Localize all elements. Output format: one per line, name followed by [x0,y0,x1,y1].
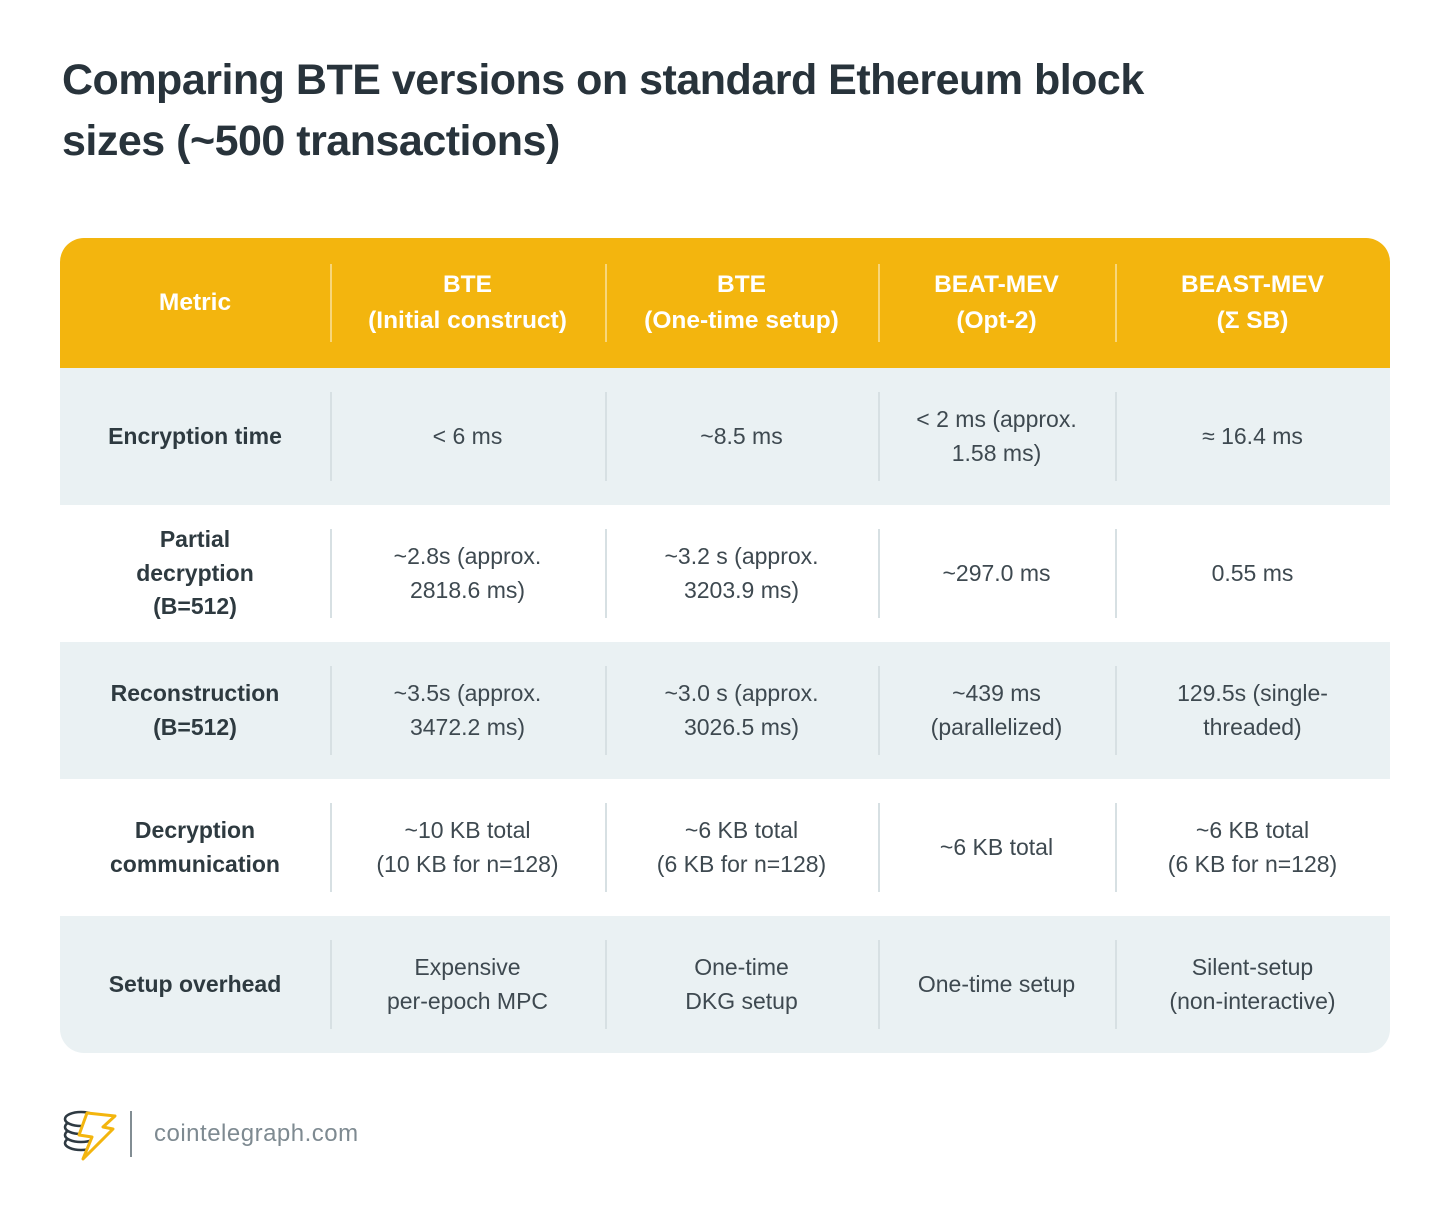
value-cell: 0.55 ms [1115,505,1390,642]
value-cell: 129.5s (single- threaded) [1115,642,1390,779]
table-row-partial-decryption: Partial decryption (B=512) ~2.8s (approx… [60,505,1390,642]
value-cell: One-time DKG setup [605,916,878,1053]
value-cell: ~297.0 ms [878,505,1115,642]
value-cell: ~3.2 s (approx. 3203.9 ms) [605,505,878,642]
metric-cell: Decryption communication [110,817,280,877]
metric-cell: Reconstruction (B=512) [110,680,280,740]
value-cell: Expensive per-epoch MPC [330,916,605,1053]
table-row-encryption-time: Encryption time < 6 ms ~8.5 ms < 2 ms (a… [60,368,1390,505]
value-cell: ~6 KB total (6 KB for n=128) [605,779,878,916]
comparison-table: Metric BTE (Initial construct) BTE (One-… [60,238,1390,1053]
cointelegraph-logo-icon [63,1110,117,1161]
value-cell: ~2.8s (approx. 2818.6 ms) [330,505,605,642]
table-row-decryption-communication: Decryption communication ~10 KB total (1… [60,779,1390,916]
metric-cell: Partial decryption (B=512) [136,526,254,620]
metric-cell: Setup overhead [108,970,282,997]
value-cell: < 6 ms [330,368,605,505]
header-cell-beast-mev: BEAST-MEV (Σ SB) [1115,238,1390,368]
value-cell: ~8.5 ms [605,368,878,505]
page-title: Comparing BTE versions on standard Ether… [62,56,1144,166]
header-cell-bte-initial: BTE (Initial construct) [330,238,605,368]
value-cell: ≈ 16.4 ms [1115,368,1390,505]
value-cell: ~3.0 s (approx. 3026.5 ms) [605,642,878,779]
table-row-reconstruction: Reconstruction (B=512) ~3.5s (approx. 34… [60,642,1390,779]
value-cell: < 2 ms (approx. 1.58 ms) [878,368,1115,505]
table-header-row: Metric BTE (Initial construct) BTE (One-… [60,238,1390,368]
header-cell-metric: Metric [158,289,232,317]
value-cell: ~3.5s (approx. 3472.2 ms) [330,642,605,779]
footer: cointelegraph.com [62,1106,359,1162]
footer-divider [130,1111,132,1157]
value-cell: ~6 KB total [878,779,1115,916]
header-cell-beat-mev: BEAT-MEV (Opt-2) [878,238,1115,368]
header-cell-bte-onetime: BTE (One-time setup) [605,238,878,368]
value-cell: ~439 ms (parallelized) [878,642,1115,779]
value-cell: ~10 KB total (10 KB for n=128) [330,779,605,916]
value-cell: One-time setup [878,916,1115,1053]
metric-cell: Encryption time [108,422,282,449]
value-cell: ~6 KB total (6 KB for n=128) [1115,779,1390,916]
value-cell: Silent-setup (non-interactive) [1115,916,1390,1053]
table-row-setup-overhead: Setup overhead Expensive per-epoch MPC O… [60,916,1390,1053]
footer-website: cointelegraph.com [154,1120,359,1147]
